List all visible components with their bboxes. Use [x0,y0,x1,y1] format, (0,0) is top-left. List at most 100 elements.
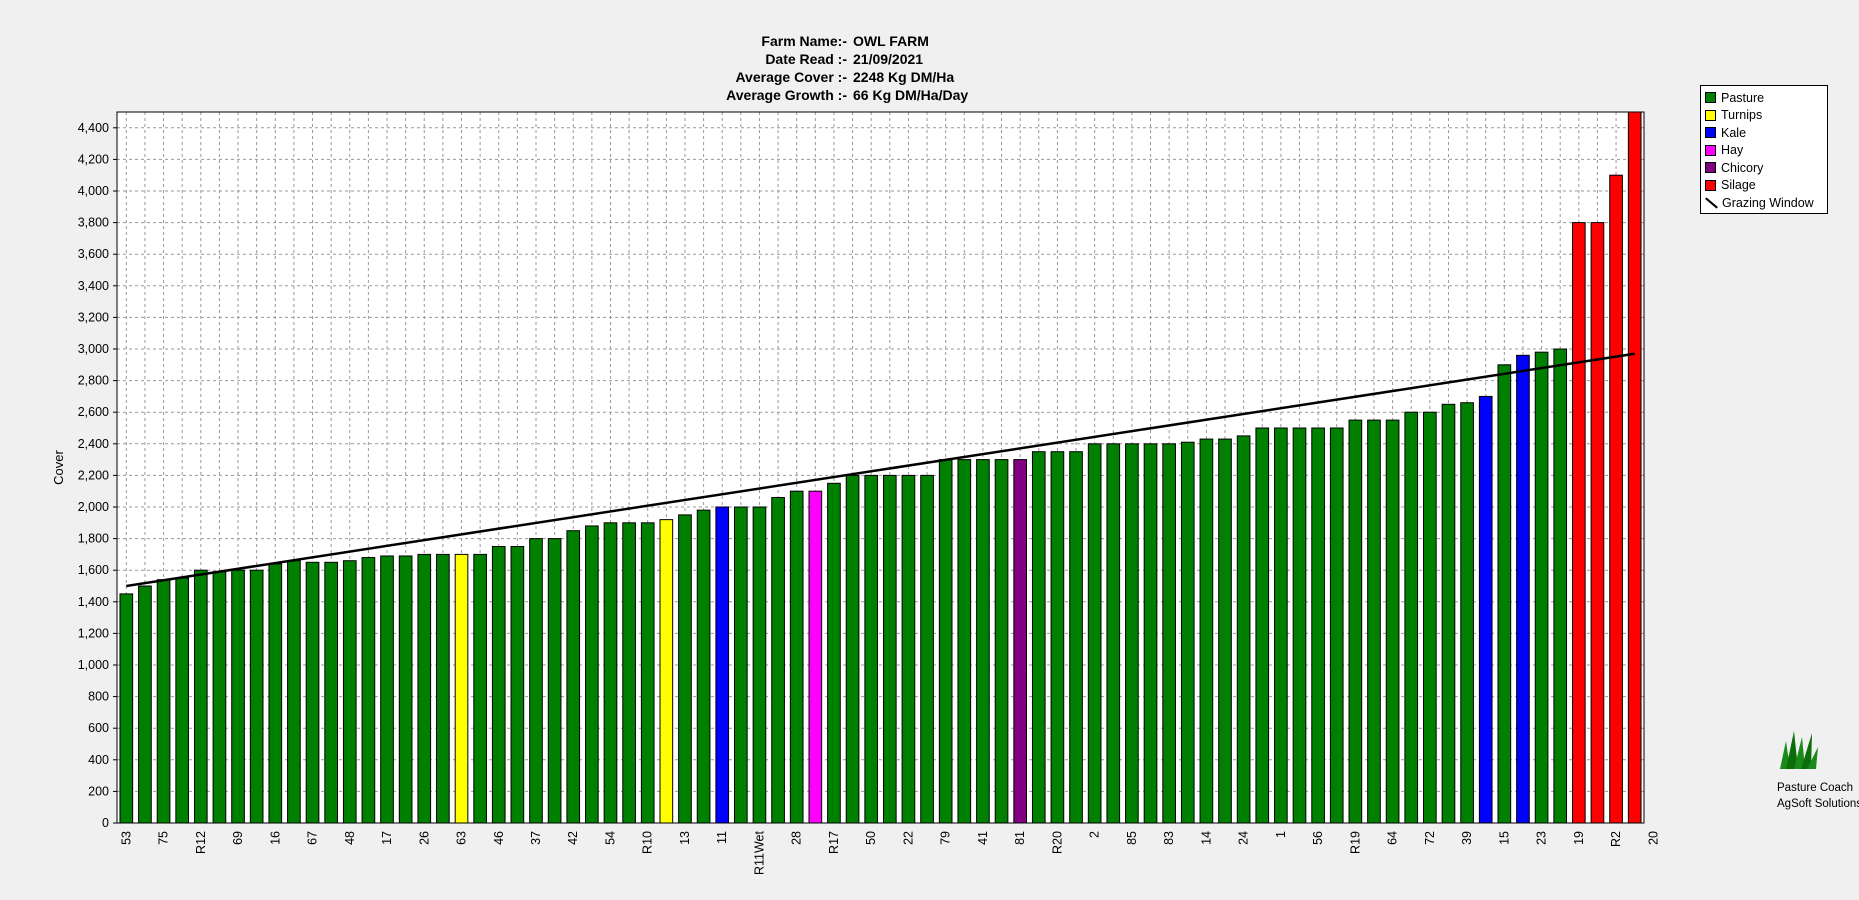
x-tick-label: 48 [343,831,357,845]
x-tick-label: 22 [901,831,915,845]
x-tick-label: 72 [1423,831,1437,845]
y-tick-label: 200 [88,784,109,798]
bar [361,557,376,824]
bar [1143,443,1158,824]
bar [566,530,581,824]
average-growth-value: 66 Kg DM/Ha/Day [853,87,969,103]
legend-label: Kale [1721,125,1747,140]
legend-label: Grazing Window [1722,195,1814,210]
bar [752,506,767,824]
y-tick-label: 3,000 [78,342,109,356]
bar [734,506,748,824]
bar [473,553,487,824]
bar [268,563,283,824]
legend-swatch [1705,162,1716,174]
bar [938,459,953,824]
date-read-line: Date Read :- 21/09/2021 [0,50,1700,68]
bar [1516,354,1530,824]
y-tick-label: 3,800 [78,216,109,230]
bar [585,525,599,824]
bar [1385,419,1400,824]
x-tick-label: 14 [1199,831,1213,845]
y-tick-label: 600 [88,721,109,735]
x-tick-label: 56 [1311,831,1325,845]
x-tick-label: 17 [380,831,394,845]
legend-item-turnips: Turnips [1705,107,1823,125]
legend-item-chicory: Chicory [1705,159,1823,177]
bar [640,522,655,824]
bar [1534,351,1549,824]
x-tick-label: 85 [1125,831,1139,845]
x-tick-label: R12 [194,831,208,854]
legend-item-grazing-window: Grazing Window [1705,194,1823,212]
bar [380,555,394,824]
x-tick-label: 67 [306,831,320,845]
bar [882,474,897,824]
legend-item-kale: Kale [1705,124,1823,142]
x-tick-label: 20 [1646,831,1660,845]
x-tick-label: 28 [790,831,804,845]
date-read-label: Date Read :- [765,51,847,67]
bar [1329,427,1344,824]
farm-name-value: OWL FARM [853,33,929,49]
x-tick-label: 46 [492,831,506,845]
bar [957,459,972,824]
legend-swatch [1705,127,1716,139]
bar [1497,364,1512,824]
x-tick-label: R2 [1609,831,1623,847]
bar [249,569,264,824]
y-tick-label: 3,200 [78,310,109,324]
legend-label: Silage [1721,178,1756,193]
x-tick-label: 75 [157,831,171,845]
bar [1627,111,1642,824]
y-axis-labels: 0 200 400 600 800 1,000 1,200 1,400 1,600 1,800 2,… [78,121,117,830]
grazing-window-line [126,352,1635,588]
x-tick-label: 42 [566,831,580,845]
x-tick-label: 16 [268,831,282,845]
farm-name-line: Farm Name:- OWL FARM [0,32,1700,50]
legend-label: Hay [1721,143,1744,158]
grass-icon [1780,731,1818,769]
y-tick-label: 2,800 [78,374,109,388]
bar [1255,427,1270,824]
x-tick-label: 83 [1162,831,1176,845]
x-tick-label: 2 [1088,831,1102,838]
bar [1218,438,1232,824]
x-tick-label: 79 [939,831,953,845]
bar [1367,419,1381,824]
x-tick-label: 81 [1013,831,1027,845]
bar [603,522,618,824]
date-read-value: 21/09/2021 [853,51,924,67]
legend-swatch [1705,179,1716,191]
x-tick-label: 15 [1497,831,1511,845]
bar [994,459,1009,824]
x-axis-labels: 53 75 R12 69 16 67 48 17 26 63 46 37 42 54 R10 13 11 R11W… [119,830,1660,875]
bar [324,561,338,824]
x-tick-label: 26 [417,831,431,845]
bar [976,459,990,824]
bar [827,482,841,824]
bar [901,474,916,824]
legend-label: Turnips [1721,108,1763,123]
bar [864,474,879,824]
bar [491,546,506,824]
x-tick-label: R20 [1050,831,1064,854]
bar [920,474,934,824]
y-tick-label: 1,000 [78,658,109,672]
bar [156,579,171,824]
x-tick-label: 13 [678,831,692,845]
bar [1125,443,1139,824]
y-tick-label: 800 [88,690,109,704]
bar [529,538,543,824]
bar [1348,419,1363,824]
legend-swatch [1705,109,1716,121]
branding-text: Pasture Coach AgSoft Solutions [1777,780,1859,812]
bar [436,553,450,824]
y-axis-title: Cover [51,449,66,484]
x-tick-label: 64 [1386,831,1400,845]
bar [622,522,636,824]
bar [1478,395,1493,824]
bar [175,577,190,824]
y-tick-label: 0 [102,816,109,830]
